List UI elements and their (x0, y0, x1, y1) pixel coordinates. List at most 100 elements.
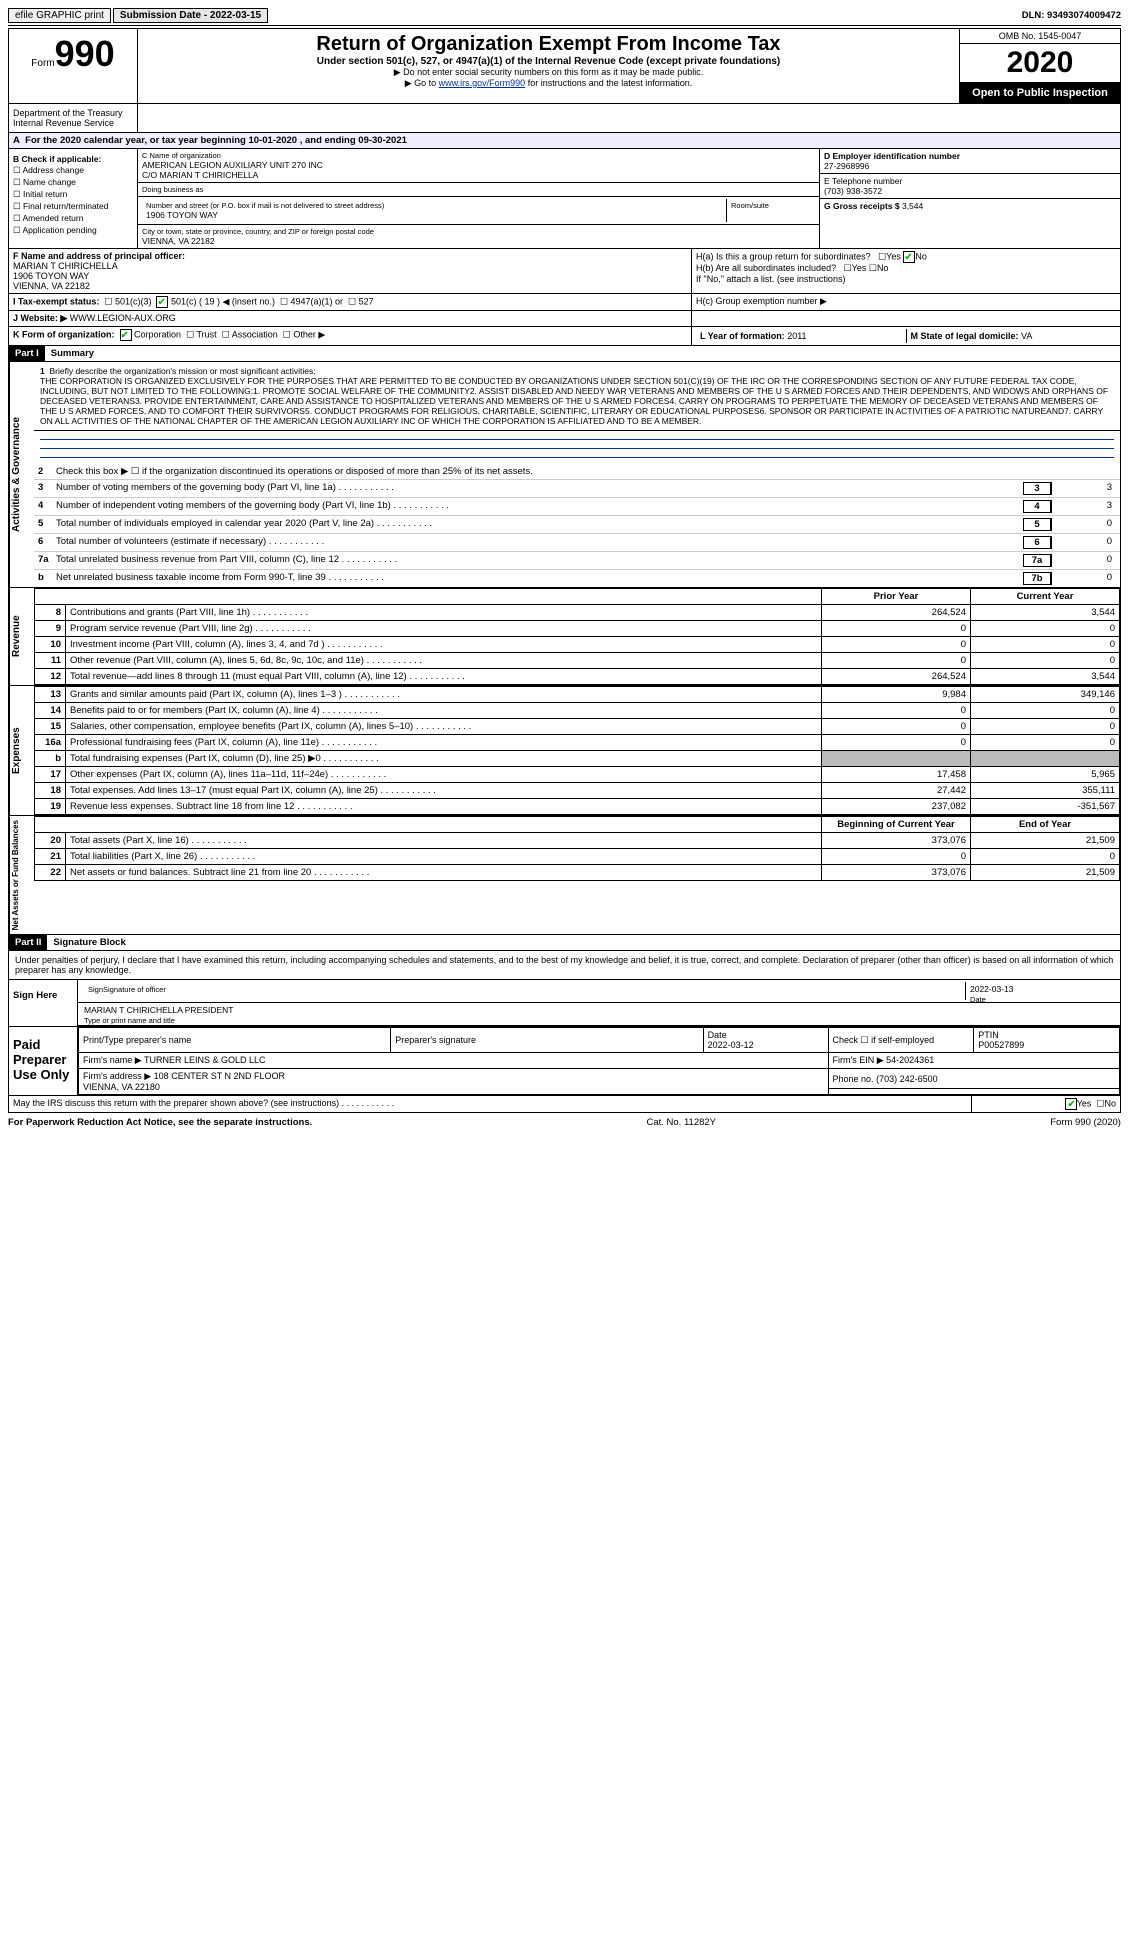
I-4947: 4947(a)(1) or (291, 296, 344, 306)
line-5: 5Total number of individuals employed in… (34, 516, 1120, 534)
M-label: M State of legal domicile: (911, 331, 1019, 341)
phone-value: (703) 938-3572 (824, 186, 1116, 196)
officer-name-lbl: Type or print name and title (84, 1016, 175, 1025)
section-B: B Check if applicable: ☐ Address change … (9, 149, 138, 248)
right-col: D Employer identification number 27-2968… (820, 149, 1120, 248)
revenue-block: Revenue Prior YearCurrent Year 8Contribu… (8, 588, 1121, 686)
sign-date: 2022-03-13 (970, 984, 1110, 994)
perjury-text: Under penalties of perjury, I declare th… (8, 951, 1121, 980)
firm-ein-cell: Firm's EIN ▶ 54-2024361 (828, 1053, 1120, 1069)
K-corp-check (120, 329, 132, 341)
section-F: F Name and address of principal officer:… (9, 249, 691, 293)
firm-addr-cell: Firm's address ▶ 108 CENTER ST N 2ND FLO… (79, 1069, 829, 1095)
form-title: Return of Organization Exempt From Incom… (142, 33, 955, 56)
K-assoc: Association (232, 329, 278, 339)
I-527: 527 (359, 296, 374, 306)
discuss-answer: Yes ☐No (971, 1096, 1120, 1112)
sign-here-section: Sign Here SignSignature of officer 2022-… (8, 980, 1121, 1027)
line-3: 3Number of voting members of the governi… (34, 480, 1120, 498)
ein-label: D Employer identification number (824, 151, 1116, 161)
omb-number: OMB No. 1545-0047 (960, 29, 1120, 44)
expenses-table: 13Grants and similar amounts paid (Part … (34, 686, 1120, 815)
room-label: Room/suite (731, 201, 811, 210)
paid-preparer-label: Paid Preparer Use Only (9, 1027, 78, 1095)
side-net: Net Assets or Fund Balances (9, 816, 34, 934)
section-LM: L Year of formation: 2011 M State of leg… (691, 327, 1120, 345)
ein-value: 27-2968996 (824, 161, 1116, 171)
I-label: I Tax-exempt status: (13, 296, 99, 306)
goto-pre: ▶ Go to (405, 78, 439, 88)
tax-year-text: For the 2020 calendar year, or tax year … (25, 135, 407, 146)
form-990-number: 990 (55, 33, 115, 74)
prep-sig-cell: Preparer's signature (391, 1028, 703, 1053)
I-501c: 501(c) ( 19 ) ◀ (insert no.) (171, 296, 275, 306)
KLM-row: K Form of organization: Corporation ☐ Tr… (8, 327, 1121, 346)
side-expenses: Expenses (9, 686, 34, 815)
line-2: 2Check this box ▶ ☐ if the organization … (34, 464, 1120, 480)
table-row: 13Grants and similar amounts paid (Part … (35, 687, 1120, 703)
officer-addr1: 1906 TOYON WAY (13, 271, 687, 281)
table-row: 9Program service revenue (Part VIII, lin… (35, 621, 1120, 637)
table-row: 20Total assets (Part X, line 16)373,0762… (35, 833, 1120, 849)
table-row: 21Total liabilities (Part X, line 26)00 (35, 849, 1120, 865)
begin-year-hdr: Beginning of Current Year (822, 817, 971, 833)
sign-here-label: Sign Here (9, 980, 78, 1026)
dba-cell: Doing business as (138, 183, 819, 197)
dept-row: Department of the Treasury Internal Reve… (8, 104, 1121, 133)
table-row: 11Other revenue (Part VIII, column (A), … (35, 653, 1120, 669)
gross-label: G Gross receipts $ (824, 201, 900, 211)
firm-phone-cell: Phone no. (703) 242-6500 (828, 1069, 1120, 1089)
Hb: H(b) Are all subordinates included? ☐Yes… (696, 263, 1116, 274)
J-label: J Website: ▶ (13, 313, 67, 323)
mission-label: Briefly describe the organization's miss… (49, 366, 315, 376)
chk-amended: ☐ Amended return (13, 213, 133, 224)
treasury-dept: Department of the Treasury Internal Reve… (9, 104, 138, 132)
J-row: J Website: ▶ WWW.LEGION-AUX.ORG (8, 311, 1121, 327)
revenue-table: Prior YearCurrent Year 8Contributions an… (34, 588, 1120, 685)
officer-name-sig: MARIAN T CHIRICHELLA PRESIDENT (84, 1005, 1114, 1015)
section-H: H(a) Is this a group return for subordin… (691, 249, 1120, 293)
header-center: Return of Organization Exempt From Incom… (138, 29, 959, 103)
chk-address: ☐ Address change (13, 165, 133, 176)
dba-label: Doing business as (142, 185, 815, 194)
activities-block: Activities & Governance 1 Briefly descri… (8, 362, 1121, 588)
form-word: Form (31, 58, 54, 69)
form-ref: Form 990 (2020) (1050, 1117, 1121, 1128)
table-row: 14Benefits paid to or for members (Part … (35, 703, 1120, 719)
addr-cell: Number and street (or P.O. box if mail i… (138, 197, 819, 225)
current-year-hdr: Current Year (971, 589, 1120, 605)
table-row: 18Total expenses. Add lines 13–17 (must … (35, 783, 1120, 799)
org-name-cell: C Name of organization AMERICAN LEGION A… (138, 149, 819, 183)
F-H-row: F Name and address of principal officer:… (8, 249, 1121, 294)
section-I: I Tax-exempt status: ☐ 501(c)(3) 501(c) … (9, 294, 691, 310)
end-year-hdr: End of Year (971, 817, 1120, 833)
blank-line-1 (40, 431, 1114, 440)
org-name: AMERICAN LEGION AUXILIARY UNIT 270 INC (142, 160, 815, 170)
I-501c-check (156, 296, 168, 308)
officer-sig-lbl: SignSignature of officer (88, 985, 166, 994)
city-state-zip: VIENNA, VA 22182 (142, 236, 815, 246)
table-row: 10Investment income (Part VIII, column (… (35, 637, 1120, 653)
form-number-block: Form990 (9, 29, 138, 103)
net-assets-block: Net Assets or Fund Balances Beginning of… (8, 816, 1121, 935)
ein-cell: D Employer identification number 27-2968… (820, 149, 1120, 174)
org-name-label: C Name of organization (142, 151, 815, 160)
phone-label: E Telephone number (824, 176, 1116, 186)
footer: For Paperwork Reduction Act Notice, see … (8, 1117, 1121, 1128)
Hc: H(c) Group exemption number ▶ (691, 294, 1120, 310)
efile-chip: efile GRAPHIC print (8, 8, 111, 23)
city-label: City or town, state or province, country… (142, 227, 815, 236)
K-label: K Form of organization: (13, 329, 115, 339)
cat-no: Cat. No. 11282Y (646, 1117, 716, 1128)
dln: DLN: 93493074009472 (1022, 10, 1121, 21)
prior-year-hdr: Prior Year (822, 589, 971, 605)
part-II-label: Part II (9, 935, 47, 950)
irs-link[interactable]: www.irs.gov/Form990 (439, 78, 526, 88)
mission-block: 1 Briefly describe the organization's mi… (34, 362, 1120, 431)
submission-date-chip: Submission Date - 2022-03-15 (113, 8, 268, 23)
prep-date-cell: Date2022-03-12 (703, 1028, 828, 1053)
phone-cell: E Telephone number (703) 938-3572 (820, 174, 1120, 199)
side-activities: Activities & Governance (9, 362, 34, 587)
net-assets-table: Beginning of Current YearEnd of Year 20T… (34, 816, 1120, 881)
form-subtitle: Under section 501(c), 527, or 4947(a)(1)… (142, 56, 955, 67)
